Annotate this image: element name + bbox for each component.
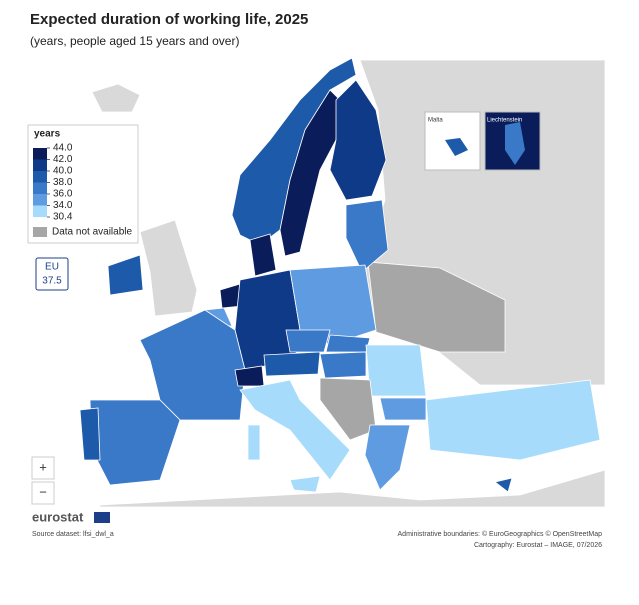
- inset-liechtenstein: Liechtenstein: [484, 111, 541, 171]
- legend-label: 42.0: [53, 154, 73, 165]
- logo: eurostat: [32, 509, 84, 524]
- inset-malta: Malta: [424, 111, 481, 171]
- france: [139, 309, 246, 421]
- inset-label: Malta: [428, 118, 443, 124]
- legend-swatch: [33, 171, 47, 183]
- eu-value: 37.5: [42, 276, 62, 287]
- liechtenstein: [505, 122, 525, 165]
- credits: Cartography: Eurostat – IMAGE, 07/2026: [474, 542, 602, 549]
- subtitle: (years, people aged 15 years and over): [30, 34, 239, 48]
- baltics: [345, 199, 389, 273]
- na-swatch: [33, 227, 47, 237]
- legend: years Data not available 44.042.040.038.…: [27, 124, 139, 244]
- zoom-controls: + −: [31, 456, 55, 505]
- ireland: [107, 254, 144, 296]
- eu-flag: [94, 512, 110, 523]
- sicily: [289, 475, 321, 493]
- zoom-out[interactable]: [31, 481, 55, 505]
- north-africa: [99, 469, 606, 508]
- austria: [263, 351, 321, 377]
- legend-swatch: [33, 194, 47, 206]
- legend-label: 40.0: [53, 166, 73, 177]
- romania: [365, 344, 427, 397]
- balkans: [319, 377, 377, 441]
- malta: [445, 138, 468, 156]
- turkey: [425, 379, 601, 461]
- finland: [329, 79, 387, 201]
- eu-frame: [35, 257, 69, 291]
- denmark: [249, 233, 277, 277]
- legend-swatch: [33, 182, 47, 194]
- belarus-ukraine: [367, 261, 506, 353]
- inset-label: Liechtenstein: [487, 118, 522, 124]
- legend-swatch: [33, 159, 47, 171]
- uk: [139, 219, 198, 317]
- na-label: Data not available: [52, 227, 132, 238]
- zoom-in[interactable]: [31, 456, 55, 480]
- bulgaria: [379, 397, 427, 421]
- sardinia: [247, 424, 261, 461]
- title: Expected duration of working life, 2025: [30, 11, 308, 28]
- czechia: [285, 329, 331, 353]
- legend-label: 38.0: [53, 177, 73, 188]
- source: Source dataset: lfsi_dwl_a: [32, 531, 114, 538]
- zoom-in-label[interactable]: +: [39, 459, 47, 474]
- greece: [364, 424, 411, 491]
- zoom-out-label[interactable]: −: [39, 484, 47, 499]
- slovakia: [325, 334, 371, 353]
- legend-swatch: [33, 205, 47, 217]
- eu-box: EU 37.5: [35, 257, 69, 291]
- portugal: [79, 407, 101, 461]
- legend-title: years: [34, 129, 61, 140]
- credits: Administrative boundaries: © EuroGeograp…: [398, 530, 603, 538]
- legend-label: 44.0: [53, 143, 73, 154]
- legend-label: 36.0: [53, 189, 73, 200]
- switzerland: [234, 365, 265, 387]
- italy: [239, 379, 351, 481]
- legend-label: 34.0: [53, 200, 73, 211]
- iceland: [91, 83, 141, 113]
- cyprus: [494, 477, 513, 493]
- hungary: [319, 351, 367, 379]
- eu-label: EU: [45, 262, 59, 273]
- legend-label: 30.4: [53, 212, 73, 223]
- legend-swatch: [33, 148, 47, 160]
